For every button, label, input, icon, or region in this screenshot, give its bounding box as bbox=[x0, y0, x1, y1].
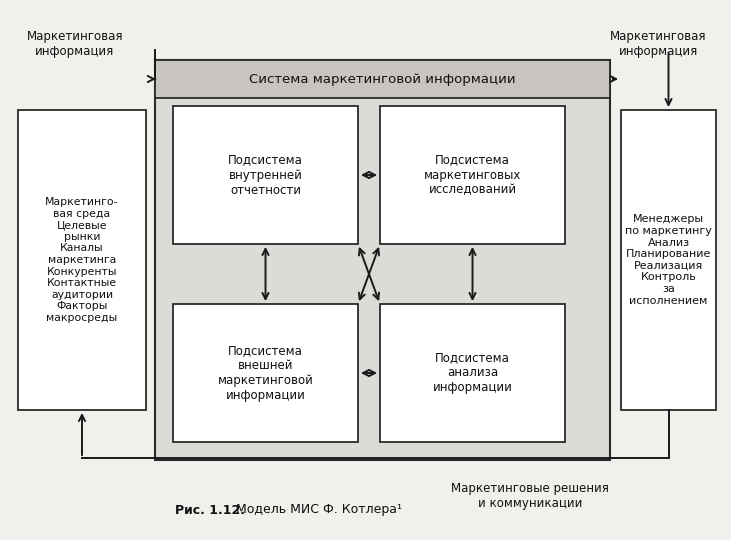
Bar bbox=[155, 60, 610, 460]
Bar bbox=[621, 110, 716, 410]
Text: Рис. 1.12.: Рис. 1.12. bbox=[175, 503, 245, 516]
Text: Менеджеры
по маркетингу
Анализ
Планирование
Реализация
Контроль
за
исполнением: Менеджеры по маркетингу Анализ Планирова… bbox=[625, 214, 712, 306]
Text: Подсистема
анализа
информации: Подсистема анализа информации bbox=[433, 352, 512, 395]
Text: Маркетинго-
вая среда
Целевые
рынки
Каналы
маркетинга
Конкуренты
Контактные
ауди: Маркетинго- вая среда Целевые рынки Кана… bbox=[45, 197, 118, 323]
Bar bbox=[173, 106, 358, 244]
Bar bbox=[18, 110, 146, 410]
Bar bbox=[380, 106, 565, 244]
Text: Система маркетинговой информации: Система маркетинговой информации bbox=[249, 72, 516, 85]
Text: Модель МИС Ф. Котлера¹: Модель МИС Ф. Котлера¹ bbox=[232, 503, 402, 516]
Bar bbox=[173, 304, 358, 442]
Text: Маркетинговая
информация: Маркетинговая информация bbox=[27, 30, 124, 58]
Bar bbox=[380, 304, 565, 442]
Text: Подсистема
внутренней
отчетности: Подсистема внутренней отчетности bbox=[228, 153, 303, 197]
Bar bbox=[155, 60, 610, 98]
Text: Маркетинговая
информация: Маркетинговая информация bbox=[610, 30, 706, 58]
Text: Подсистема
маркетинговых
исследований: Подсистема маркетинговых исследований bbox=[424, 153, 521, 197]
Text: Маркетинговые решения
и коммуникации: Маркетинговые решения и коммуникации bbox=[451, 482, 609, 510]
Text: Подсистема
внешней
маркетинговой
информации: Подсистема внешней маркетинговой информа… bbox=[218, 344, 314, 402]
